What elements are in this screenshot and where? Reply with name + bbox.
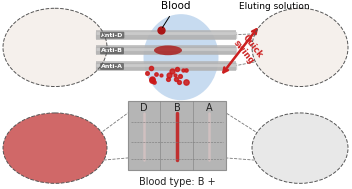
Ellipse shape (14, 153, 32, 166)
Text: Anti-B: Anti-B (101, 48, 123, 53)
Ellipse shape (71, 142, 83, 149)
Ellipse shape (61, 130, 76, 141)
Ellipse shape (35, 155, 49, 168)
Ellipse shape (3, 8, 107, 87)
Ellipse shape (41, 157, 58, 166)
Ellipse shape (252, 8, 348, 87)
Ellipse shape (30, 141, 45, 153)
Ellipse shape (3, 113, 107, 183)
Ellipse shape (83, 134, 94, 141)
Text: A: A (206, 103, 212, 113)
Bar (128, 101, 226, 170)
Ellipse shape (144, 14, 219, 100)
Text: Anti-A: Anti-A (101, 64, 123, 69)
Ellipse shape (78, 147, 88, 157)
Ellipse shape (55, 128, 63, 136)
Text: Eluting solution: Eluting solution (239, 2, 309, 11)
Text: B: B (174, 103, 180, 113)
Ellipse shape (58, 142, 65, 146)
Ellipse shape (79, 145, 91, 151)
Ellipse shape (252, 113, 348, 183)
Ellipse shape (37, 145, 44, 151)
Text: D: D (140, 103, 148, 113)
Ellipse shape (55, 156, 72, 167)
Ellipse shape (55, 167, 68, 177)
Ellipse shape (46, 144, 55, 151)
Ellipse shape (49, 135, 62, 145)
Text: Quick
swing: Quick swing (232, 33, 264, 66)
Text: Blood type: B +: Blood type: B + (139, 177, 215, 187)
Ellipse shape (154, 45, 182, 55)
Ellipse shape (74, 142, 87, 152)
Text: Anti-D: Anti-D (101, 33, 123, 38)
Ellipse shape (45, 171, 54, 178)
Text: Blood: Blood (161, 1, 191, 27)
